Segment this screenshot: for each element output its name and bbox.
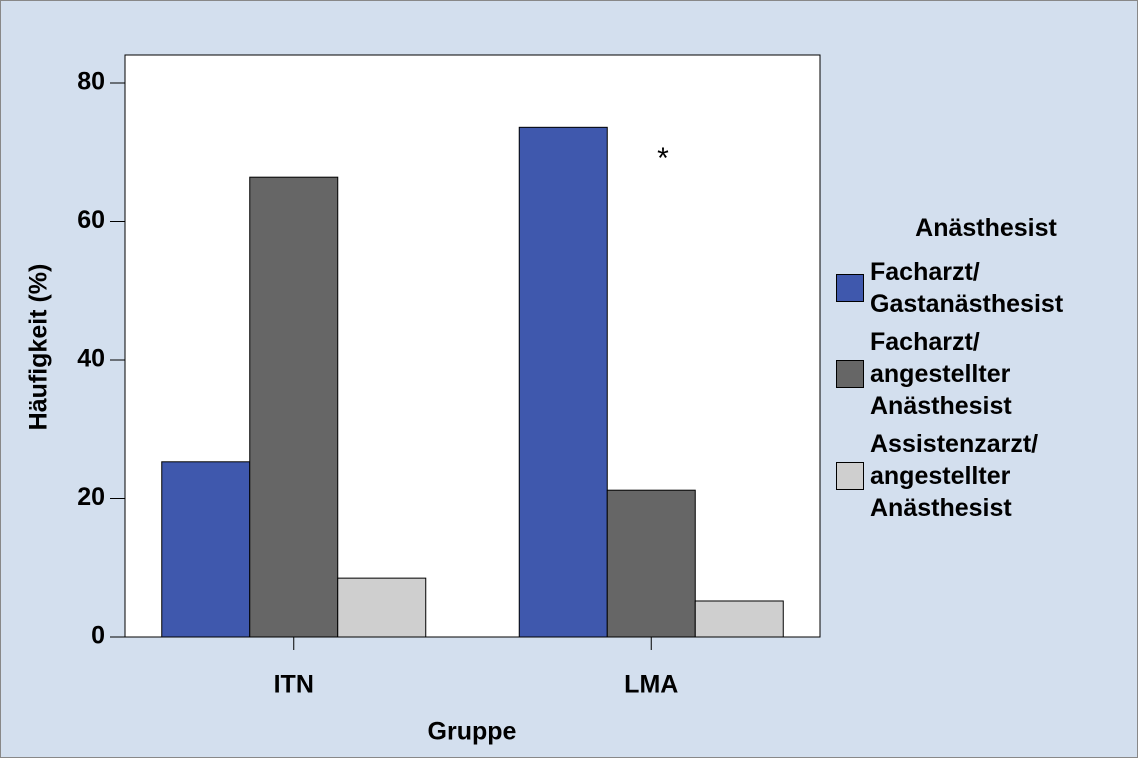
bar: [518, 126, 608, 638]
bar: [606, 489, 696, 638]
y-tick-label: 20: [77, 483, 105, 511]
annotation: *: [657, 142, 669, 175]
bar: [249, 176, 339, 638]
x-axis-title: Gruppe: [428, 718, 517, 746]
bar: [694, 600, 784, 638]
legend-label: Facharzt/ angestellter Anästhesist: [870, 328, 1012, 420]
bar: [337, 577, 427, 638]
y-tick-label: 80: [77, 68, 105, 96]
legend-item: Assistenzarzt/ angestellter Anästhesist: [836, 428, 1136, 524]
legend-item: Facharzt/ angestellter Anästhesist: [836, 326, 1136, 422]
bar: [161, 461, 251, 638]
x-tick-label: ITN: [274, 671, 314, 699]
y-tick-label: 40: [77, 345, 105, 373]
legend: Anästhesist Facharzt/ Gastanästhesist Fac…: [836, 212, 1136, 530]
y-tick-label: 60: [77, 206, 105, 234]
legend-swatch: [836, 360, 864, 388]
legend-swatch: [836, 274, 864, 302]
legend-swatch: [836, 462, 864, 490]
y-tick-label: 0: [91, 622, 105, 650]
legend-title: Anästhesist: [915, 214, 1057, 242]
legend-label: Facharzt/ Gastanästhesist: [870, 258, 1064, 318]
legend-item: Facharzt/ Gastanästhesist: [836, 256, 1136, 320]
legend-label: Assistenzarzt/ angestellter Anästhesist: [870, 430, 1039, 522]
y-axis-title: Häufigkeit (%): [25, 264, 53, 431]
x-tick-label: LMA: [624, 671, 678, 699]
